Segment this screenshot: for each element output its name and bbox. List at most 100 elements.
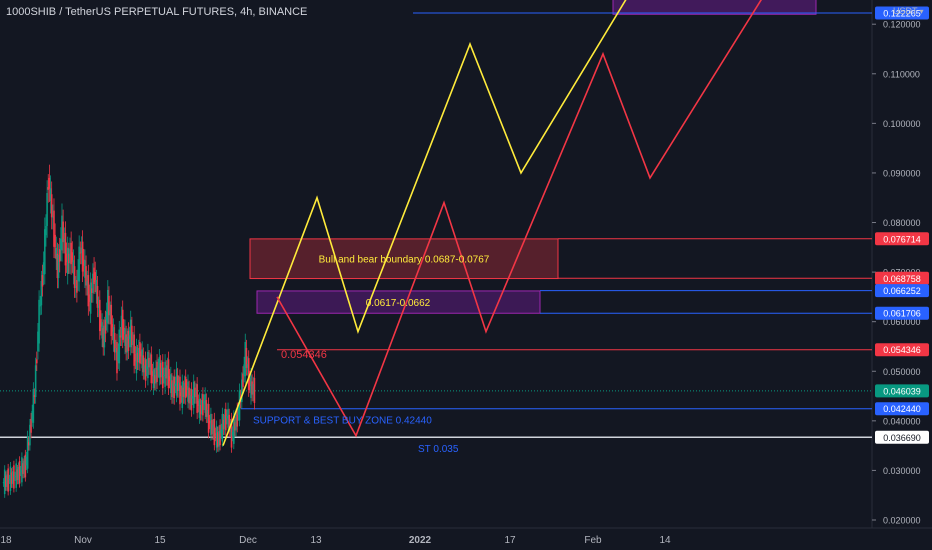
candle-body: [24, 454, 27, 478]
candle-body: [151, 371, 154, 377]
x-tick-label: 14: [659, 535, 671, 546]
candle-body: [39, 305, 42, 307]
candle-body: [7, 468, 9, 492]
candle-body: [206, 409, 209, 417]
y-tick-label: 0.040000: [883, 416, 921, 426]
candle-body: [251, 381, 253, 395]
zone-label: 0.0617-0.0662: [366, 298, 431, 309]
candle-body: [10, 472, 13, 484]
candle-body: [197, 401, 200, 406]
candle-body: [246, 364, 249, 368]
candle-body: [210, 413, 212, 436]
candle-body: [53, 210, 55, 247]
candle-body: [113, 333, 116, 353]
candle-body: [182, 387, 185, 398]
candle-body: [52, 216, 54, 218]
candle-body: [110, 304, 113, 337]
candle-body: [152, 369, 155, 389]
candle-body: [72, 260, 75, 275]
price-tag-bg: [875, 430, 929, 444]
candle-body: [250, 375, 252, 399]
candle-body: [136, 352, 139, 363]
candle-body: [237, 408, 240, 415]
candle-body: [155, 367, 157, 384]
chevron-down-icon: ▾: [919, 7, 924, 16]
candle-body: [73, 266, 76, 288]
candle-body: [57, 254, 60, 279]
candle-body: [231, 431, 234, 436]
candle-body: [156, 361, 158, 382]
unit-text: USDT: [893, 6, 918, 16]
candle-body: [208, 420, 211, 424]
candle-body: [19, 470, 22, 472]
price-tag: 0.036690: [875, 430, 929, 444]
y-tick-label: 0.100000: [883, 119, 921, 129]
candle-body: [233, 416, 235, 444]
candle-body: [164, 361, 166, 387]
candle-body: [253, 377, 256, 403]
candle-body: [238, 390, 241, 421]
candle-body: [3, 469, 6, 495]
candle-body: [94, 272, 97, 283]
y-tick-label: 0.090000: [883, 168, 921, 178]
candle-body: [163, 374, 165, 377]
candle-body: [8, 479, 11, 481]
axis-unit-label[interactable]: USDT ▾: [893, 6, 924, 16]
candle-body: [143, 365, 146, 373]
x-tick-label: Dec: [239, 535, 257, 546]
y-tick-label: 0.050000: [883, 367, 921, 377]
candle-body: [176, 375, 179, 391]
candle-body: [234, 422, 236, 431]
y-tick-label: 0.060000: [883, 317, 921, 327]
price-tag-label: 0.042440: [883, 404, 921, 414]
price-tag-bg: [875, 6, 929, 20]
price-tag: 0.046039: [875, 384, 929, 398]
candle-body: [223, 414, 226, 430]
candle-body: [62, 221, 64, 243]
candle-body: [226, 415, 228, 419]
candle-body: [89, 282, 92, 314]
candle-body: [44, 229, 46, 275]
candle-body: [247, 358, 250, 390]
candle-body: [252, 383, 255, 395]
candle-body: [160, 367, 163, 378]
zone-rect: [256, 290, 541, 314]
candle-body: [21, 457, 23, 483]
candle-body: [30, 418, 32, 433]
candle-body: [141, 349, 143, 369]
candle-body: [195, 390, 197, 398]
candle-body: [149, 360, 151, 368]
candle-body: [46, 193, 48, 226]
candle-body: [181, 381, 184, 408]
candle-body: [150, 354, 153, 384]
candle-body: [95, 280, 98, 294]
candle-body: [11, 471, 14, 484]
candle-body: [79, 252, 82, 254]
candle-body: [123, 327, 125, 335]
candle-body: [23, 460, 25, 474]
candle-body: [224, 408, 227, 431]
y-tick-label: 0.120000: [883, 20, 921, 30]
candle-body: [199, 404, 202, 415]
price-tag: 0.068758: [875, 271, 929, 285]
candle-body: [166, 365, 169, 379]
x-tick-label: 17: [504, 535, 516, 546]
candle-body: [50, 194, 53, 218]
candle-body: [137, 347, 140, 363]
candle-body: [245, 347, 248, 368]
price-tag-label: 0.076714: [883, 234, 921, 244]
candle-body: [139, 342, 141, 364]
candle-body: [33, 395, 36, 398]
candle-body: [60, 238, 62, 250]
candle-body: [120, 315, 123, 338]
candle-body: [148, 357, 150, 368]
candle-body: [97, 305, 100, 308]
candle-body: [34, 365, 37, 398]
chart-title: 1000SHIB / TetherUS PERPETUAL FUTURES, 4…: [6, 6, 308, 18]
candle-body: [129, 319, 132, 348]
candle-body: [184, 376, 187, 399]
candle-body: [227, 408, 229, 428]
price-tag-bg: [875, 306, 929, 320]
